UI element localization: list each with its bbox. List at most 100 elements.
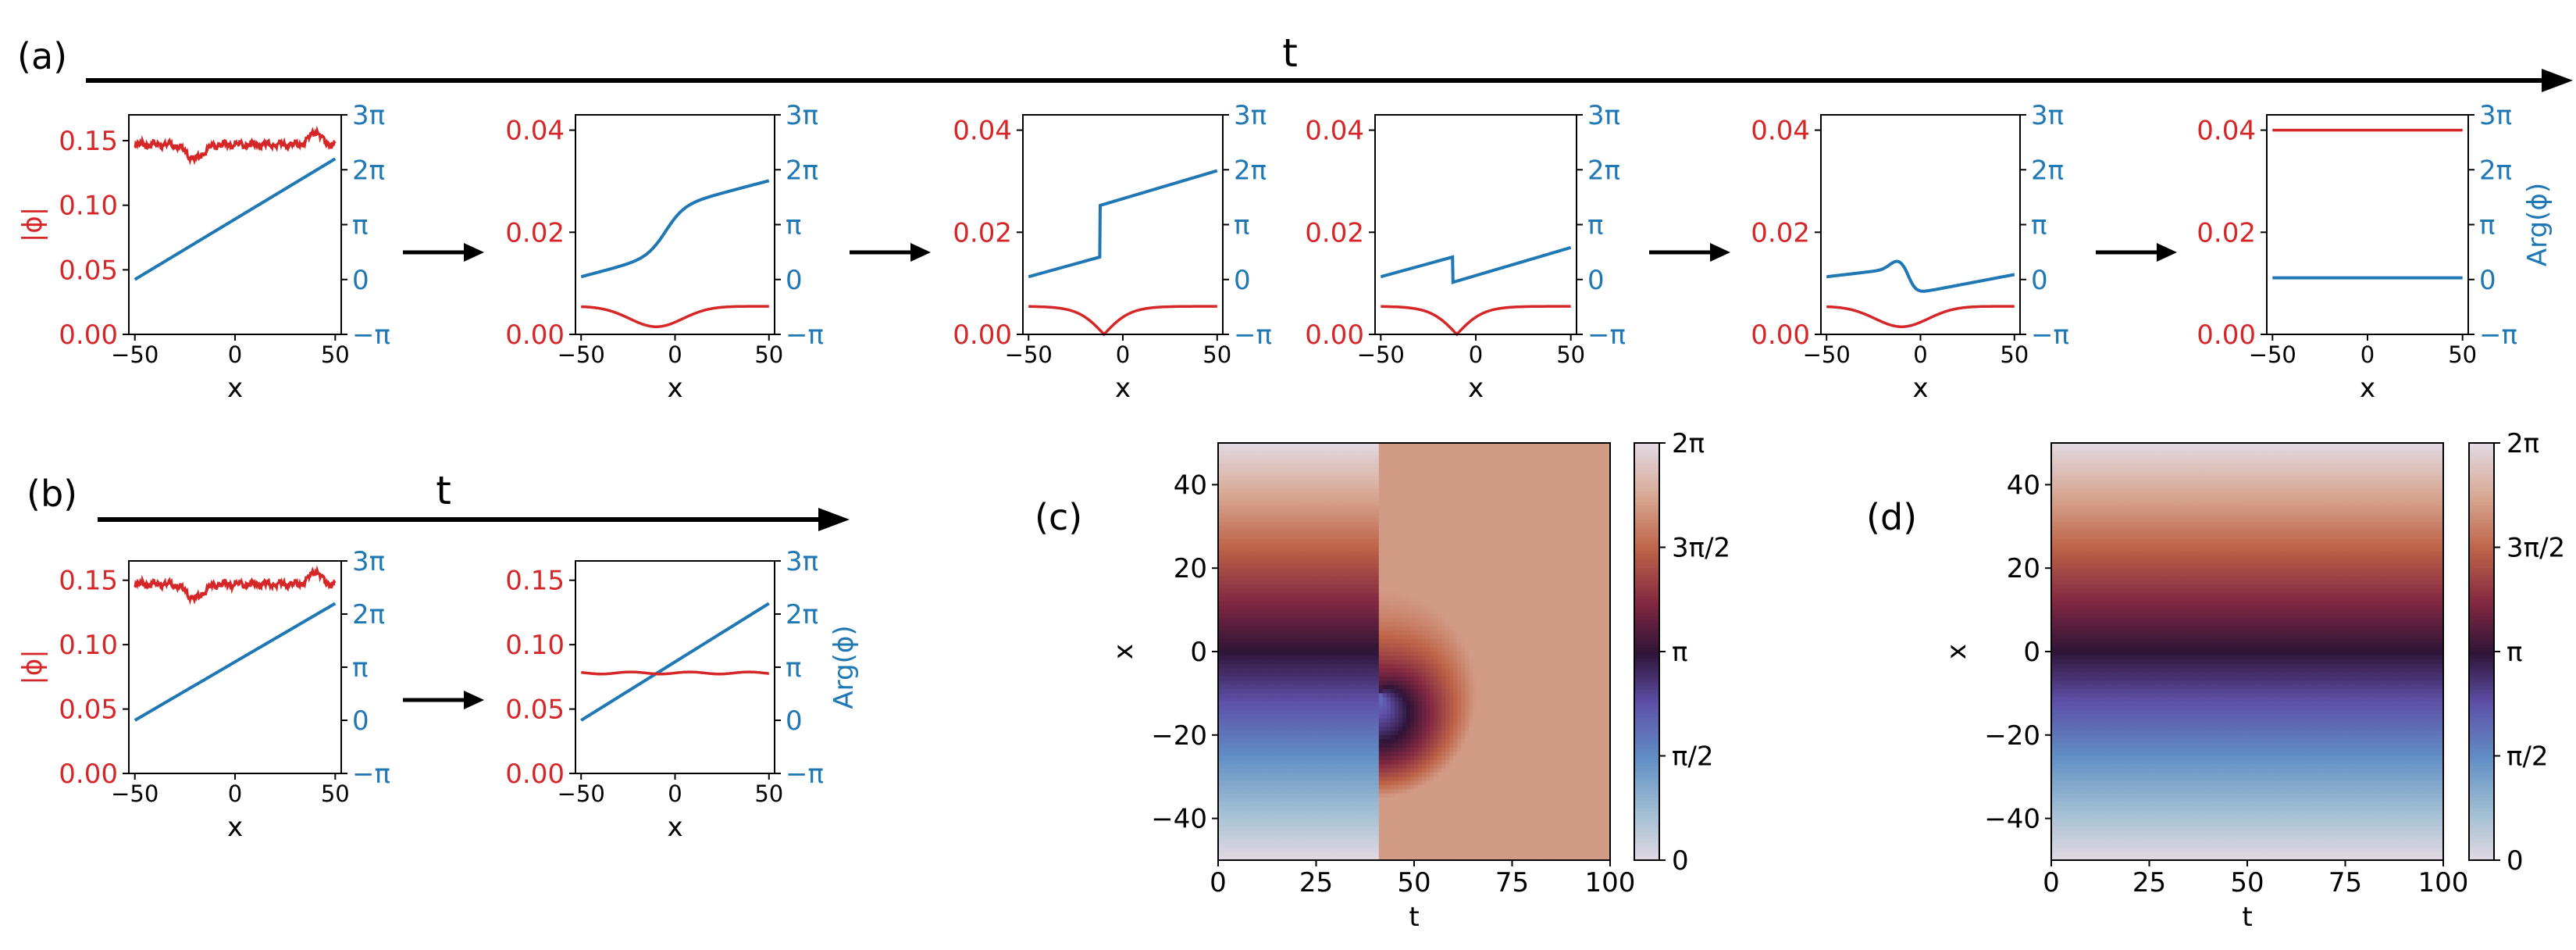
heatmap-cell — [1324, 555, 1329, 561]
heatmap-cell — [1226, 634, 1231, 640]
heatmap-cell — [1304, 572, 1309, 577]
heatmap-cell — [1547, 484, 1552, 490]
heatmap-cell — [1465, 443, 1470, 448]
heatmap-cell — [1359, 584, 1364, 590]
heatmap-cell — [1551, 455, 1556, 460]
heatmap-cell — [1238, 522, 1242, 527]
heatmap-cell — [1347, 538, 1352, 544]
heatmap-cell — [1602, 547, 1607, 552]
heatmap-cell — [1508, 576, 1513, 581]
heatmap-cell — [1535, 522, 1541, 527]
heatmap-cell — [1500, 443, 1505, 448]
heatmap-cell — [1555, 559, 1560, 565]
heatmap-cell — [1512, 447, 1517, 452]
heatmap-cell — [1414, 568, 1419, 573]
heatmap-cell — [1312, 501, 1317, 506]
heatmap-cell — [1378, 472, 1384, 477]
y-tick-label: 0.02 — [1305, 217, 1364, 248]
heatmap-cell — [1281, 638, 1285, 644]
heatmap-cell — [1366, 518, 1372, 523]
heatmap-cell — [1245, 613, 1250, 619]
heatmap-cell — [1390, 518, 1395, 523]
heatmap-cell — [1324, 576, 1329, 581]
heatmap-cell — [1418, 613, 1423, 619]
heatmap-cell — [1327, 472, 1333, 477]
heatmap-cell — [1547, 630, 1552, 636]
heatmap-cell — [1414, 630, 1419, 636]
heatmap-cell — [1261, 597, 1266, 602]
heatmap-cell — [1218, 518, 1223, 523]
heatmap-cell — [1398, 526, 1403, 531]
heatmap-cell — [1594, 472, 1599, 477]
heatmap-cell — [1465, 563, 1470, 569]
x-tick-label: −50 — [1803, 341, 1851, 368]
heatmap-cell — [1570, 518, 1576, 523]
heatmap-cell — [1457, 622, 1462, 627]
heatmap-cell — [1477, 497, 1481, 502]
heatmap-cell — [1406, 513, 1411, 519]
heatmap-cell — [1245, 459, 1250, 465]
heatmap-cell — [1265, 626, 1270, 631]
heatmap-cell — [1500, 497, 1505, 502]
heatmap-cell — [1359, 638, 1364, 644]
heatmap-cell — [1527, 572, 1533, 577]
heatmap-cell — [1347, 626, 1352, 631]
heatmap-cell — [1378, 468, 1384, 473]
heatmap-cell — [1234, 518, 1238, 523]
heatmap-cell — [1242, 626, 1246, 631]
heatmap-cell — [1269, 534, 1274, 540]
heatmap-cell — [1292, 634, 1297, 640]
heatmap-cell — [1605, 634, 1611, 640]
heatmap-cell — [1370, 522, 1376, 527]
heatmap-cell — [1508, 513, 1513, 519]
heatmap-cell — [1296, 455, 1302, 460]
heatmap-cell — [1249, 484, 1254, 490]
heatmap-cell — [1570, 468, 1576, 473]
heatmap-cell — [1461, 538, 1466, 544]
heatmap-cell — [1496, 551, 1502, 556]
heatmap-cell — [1238, 547, 1242, 552]
heatmap-cell — [1238, 493, 1242, 498]
heatmap-cell — [1406, 547, 1411, 552]
heatmap-cell — [1382, 488, 1388, 494]
heatmap-cell — [1249, 505, 1254, 511]
heatmap-cell — [1555, 513, 1560, 519]
heatmap-cell — [1398, 568, 1403, 573]
y-tick-label: 0.04 — [505, 116, 565, 147]
heatmap-cell — [1562, 613, 1568, 619]
heatmap-cell — [1484, 459, 1489, 465]
heatmap-cell — [1265, 563, 1270, 569]
x-tick-label: 0 — [668, 780, 682, 807]
heatmap-cell — [1366, 493, 1372, 498]
heatmap-cell — [1320, 480, 1325, 485]
heatmap-cell — [1398, 493, 1403, 498]
heatmap-cell — [1473, 588, 1477, 594]
phase-tick-label: 0 — [786, 705, 803, 737]
heatmap-cell — [1320, 559, 1325, 565]
heatmap-cell — [1226, 597, 1231, 602]
heatmap-cell — [1355, 509, 1360, 515]
heatmap-cell — [1586, 626, 1591, 631]
heatmap-cell — [1480, 484, 1485, 490]
heatmap-cell — [1378, 572, 1384, 577]
heatmap-cell — [1445, 472, 1450, 477]
heatmap-cell — [1496, 472, 1502, 477]
time-arrow-b-label: t — [436, 468, 451, 513]
heatmap-cell — [1473, 601, 1477, 606]
heatmap-cell — [1477, 576, 1481, 581]
step-arrow-a-3-head — [1710, 243, 1730, 262]
heatmap-cell — [1308, 580, 1313, 586]
heatmap-cell — [1292, 447, 1297, 452]
heatmap-cell — [1320, 505, 1325, 511]
heatmap-cell — [1582, 443, 1587, 448]
heatmap-cell — [1238, 597, 1242, 602]
heatmap-cell — [1555, 472, 1560, 477]
heatmap-cell — [1402, 451, 1407, 456]
heatmap-cell — [1316, 451, 1321, 456]
heatmap-cell — [1418, 526, 1423, 531]
phase-tick-label: 2π — [2031, 155, 2064, 186]
heatmap-cell — [1261, 509, 1266, 515]
heatmap-cell — [1261, 443, 1266, 448]
heatmap-cell — [1245, 601, 1250, 606]
heatmap-cell — [1218, 622, 1223, 627]
